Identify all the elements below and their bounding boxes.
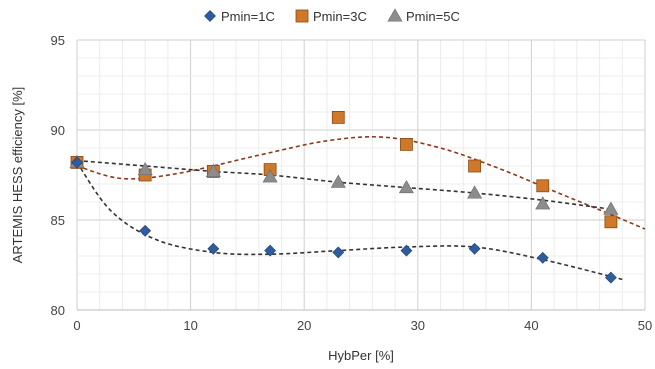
y-tick-label: 85 — [51, 213, 65, 228]
trendline-pmin-3c — [76, 136, 646, 230]
legend-label: Pmin=1C — [221, 9, 275, 24]
trendlines — [76, 136, 646, 281]
data-point-triangle — [330, 174, 346, 188]
data-point-diamond — [332, 246, 345, 259]
legend-marker-diamond — [204, 10, 216, 22]
x-tick-label: 20 — [297, 318, 311, 333]
x-tick-label: 0 — [73, 318, 80, 333]
y-axis-title: ARTEMIS HESS efficiency [%] — [10, 87, 25, 264]
data-point-diamond — [207, 242, 220, 255]
data-point-diamond — [604, 271, 617, 284]
y-tick-label: 80 — [51, 303, 65, 318]
data-point-diamond — [536, 251, 549, 264]
data-point-triangle — [467, 185, 483, 199]
data-point-triangle — [137, 161, 153, 176]
data-point-diamond — [139, 224, 152, 237]
tick-labels: 0 10 20 30 40 50 80 85 90 95 — [51, 33, 653, 333]
x-tick-label: 50 — [638, 318, 652, 333]
trendline-pmin-1c — [76, 161, 623, 281]
data-point-triangle — [535, 196, 551, 210]
data-point-diamond — [468, 242, 481, 255]
data-point-square — [468, 159, 482, 173]
data-point-triangle — [205, 163, 221, 177]
data-point-square — [536, 179, 550, 193]
grid — [76, 39, 646, 311]
legend-label: Pmin=3C — [313, 9, 367, 24]
x-tick-label: 40 — [524, 318, 538, 333]
legend-marker-triangle — [387, 8, 403, 22]
y-tick-label: 95 — [51, 33, 65, 48]
data-points — [69, 111, 619, 284]
data-point-triangle — [398, 179, 414, 194]
x-tick-label: 10 — [183, 318, 197, 333]
y-tick-label: 90 — [51, 123, 65, 138]
data-point-triangle — [603, 201, 619, 215]
data-point-diamond — [264, 244, 277, 257]
legend-label: Pmin=5C — [406, 9, 460, 24]
data-point-square — [400, 137, 413, 151]
x-axis-title: HybPer [%] — [328, 348, 394, 363]
data-point-diamond — [71, 156, 83, 169]
x-tick-label: 30 — [411, 318, 425, 333]
legend-marker-square — [295, 9, 309, 23]
data-point-triangle — [262, 169, 278, 183]
data-point-diamond — [400, 244, 413, 257]
data-point-square — [604, 215, 618, 229]
legend: Pmin=1C Pmin=3C Pmin=5C — [204, 8, 460, 24]
data-point-square — [331, 111, 345, 124]
